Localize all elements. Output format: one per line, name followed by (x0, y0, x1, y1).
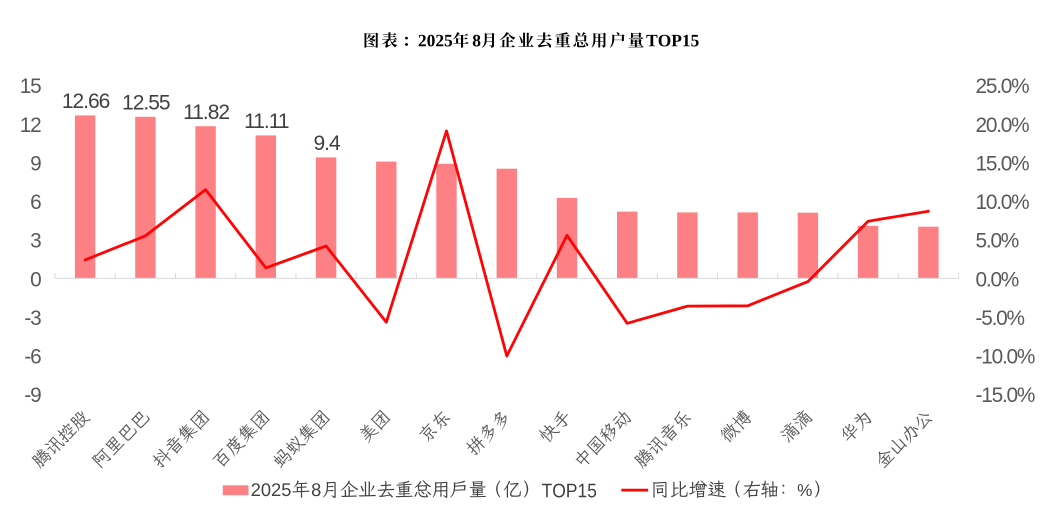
svg-text:25.0%: 25.0% (976, 75, 1030, 98)
svg-text:-10.0%: -10.0% (976, 346, 1035, 369)
svg-text:15.0%: 15.0% (976, 152, 1030, 175)
svg-text:11.11: 11.11 (244, 110, 289, 133)
svg-text:15: 15 (20, 75, 41, 98)
svg-text:12: 12 (20, 114, 41, 137)
svg-text:20.0%: 20.0% (976, 114, 1030, 137)
svg-text:12.55: 12.55 (122, 91, 170, 114)
svg-text:-15.0%: -15.0% (976, 384, 1035, 407)
svg-text:9: 9 (30, 152, 41, 175)
svg-text:9.4: 9.4 (313, 132, 341, 155)
svg-text:-5.0%: -5.0% (976, 307, 1025, 330)
svg-text:3: 3 (30, 230, 41, 253)
svg-text:11.82: 11.82 (183, 101, 229, 124)
svg-text:10.0%: 10.0% (976, 191, 1030, 214)
svg-text:-6: -6 (24, 346, 41, 369)
svg-text:5.0%: 5.0% (976, 230, 1019, 253)
svg-text:-9: -9 (24, 384, 41, 407)
svg-text:12.66: 12.66 (62, 90, 110, 113)
svg-text:6: 6 (30, 191, 41, 214)
svg-text:0.0%: 0.0% (976, 268, 1019, 291)
svg-text:-3: -3 (24, 307, 41, 330)
svg-text:0: 0 (30, 268, 41, 291)
